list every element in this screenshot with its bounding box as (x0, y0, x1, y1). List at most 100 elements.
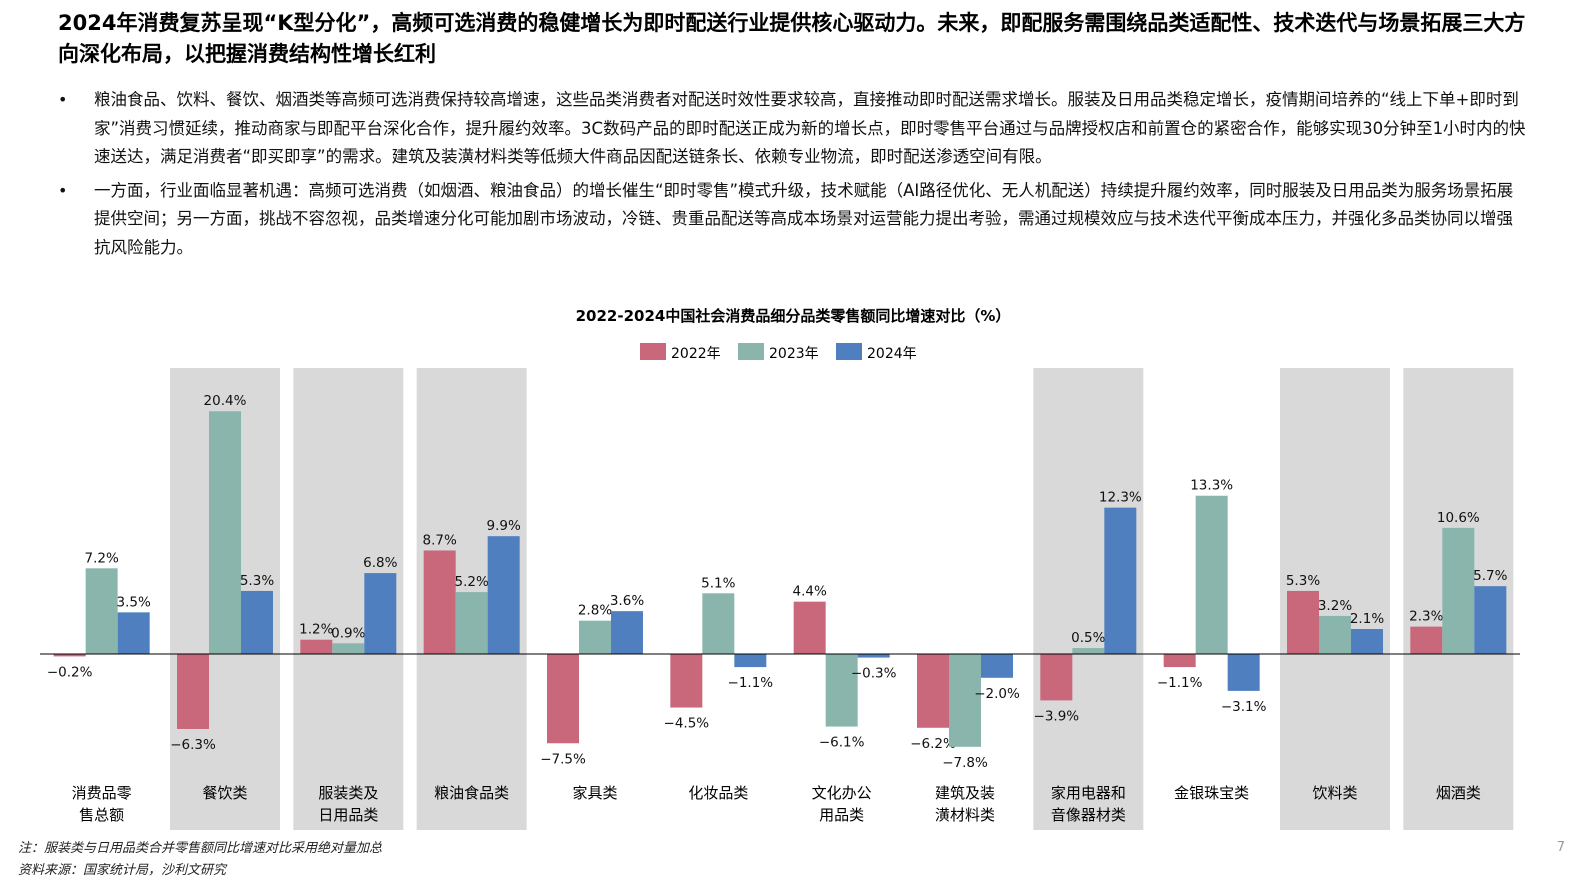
source-text: 资料来源：国家统计局，沙利文研究 (18, 863, 227, 878)
data-label-4-2: 3.6% (610, 593, 644, 609)
bar-5-1 (702, 593, 735, 654)
category-label-2: 日用品类 (318, 806, 378, 824)
data-label-10-2: 2.1% (1350, 611, 1384, 627)
bar-4-0 (547, 654, 579, 744)
data-label-10-0: 5.3% (1286, 573, 1320, 589)
data-label-11-2: 5.7% (1473, 568, 1507, 584)
chart-title: 2022-2024中国社会消费品细分品类零售额同比增速对比（%） (576, 307, 1011, 325)
bar-0-1 (85, 568, 118, 654)
data-label-0-2: 3.5% (117, 594, 151, 610)
category-label-10: 饮料类 (1312, 784, 1357, 802)
data-label-3-0: 8.7% (423, 532, 457, 548)
bar-0-2 (117, 612, 150, 654)
category-label-9: 金银珠宝类 (1174, 784, 1249, 802)
bar-7-2 (981, 654, 1013, 678)
data-label-2-1: 0.9% (331, 625, 365, 641)
footnotes: 注：服装类与日用品类合并零售额同比增速对比采用绝对量加总 资料来源：国家统计局，… (18, 838, 382, 882)
category-label-0: 售总额 (79, 806, 124, 824)
data-label-7-2: −2.0% (974, 686, 1020, 702)
data-label-0-0: −0.2% (47, 664, 93, 680)
data-label-0-1: 7.2% (85, 550, 119, 566)
bar-0-0 (53, 654, 86, 657)
category-label-2: 服装类及 (318, 784, 378, 802)
category-label-3: 粮油食品类 (434, 784, 509, 802)
bar-6-1 (825, 654, 858, 727)
data-label-5-1: 5.1% (701, 575, 735, 591)
bar-2-0 (300, 639, 333, 654)
bar-11-0 (1410, 626, 1443, 654)
bullet-marker: • (58, 90, 68, 109)
category-label-4: 家具类 (572, 784, 617, 802)
bar-6-2 (857, 654, 890, 658)
data-label-6-2: −0.3% (851, 666, 897, 682)
data-label-6-0: 4.4% (793, 584, 827, 600)
data-label-3-1: 5.2% (455, 574, 489, 590)
data-label-1-1: 20.4% (204, 393, 247, 409)
bar-10-1 (1319, 615, 1351, 654)
category-label-6: 文化办公 (812, 784, 872, 802)
data-label-6-1: −6.1% (819, 735, 865, 751)
category-label-5: 化妆品类 (688, 784, 748, 802)
bar-1-0 (177, 654, 209, 729)
bar-9-2 (1227, 654, 1260, 691)
data-label-7-0: −6.2% (910, 736, 956, 752)
category-label-0: 消费品零 (72, 784, 132, 802)
bar-chart: 2022-2024中国社会消费品细分品类零售额同比增速对比（%） 2022年 202… (40, 307, 1520, 830)
legend-swatch-0 (640, 343, 666, 360)
bar-10-2 (1351, 629, 1383, 654)
data-label-9-1: 13.3% (1190, 478, 1233, 494)
chart-container: 2022-2024中国社会消费品细分品类零售额同比增速对比（%） 2022年 202… (0, 296, 1587, 841)
data-label-1-2: 5.3% (240, 573, 274, 589)
bar-1-1 (209, 411, 241, 654)
data-label-1-0: −6.3% (170, 737, 216, 753)
data-label-2-0: 1.2% (299, 622, 333, 638)
category-label-6: 用品类 (819, 806, 864, 824)
bar-9-1 (1195, 495, 1228, 654)
page-headline: 2024年消费复苏呈现“K型分化”，高频可选消费的稳健增长为即时配送行业提供核心… (58, 11, 1526, 66)
legend-swatch-1 (738, 343, 764, 360)
data-label-11-0: 2.3% (1409, 609, 1443, 625)
data-label-8-1: 0.5% (1071, 630, 1105, 646)
bar-3-0 (423, 550, 456, 654)
data-label-9-2: −3.1% (1221, 699, 1267, 715)
bar-3-1 (455, 592, 488, 654)
legend-label-0: 2022年 (671, 346, 721, 362)
bar-11-1 (1442, 527, 1475, 654)
page-number: 7 (1556, 840, 1565, 855)
bar-4-2 (611, 611, 643, 654)
data-label-10-1: 3.2% (1318, 598, 1352, 614)
bar-1-2 (241, 590, 273, 654)
category-label-11: 烟酒类 (1436, 784, 1481, 802)
data-label-8-2: 12.3% (1099, 490, 1142, 506)
legend-label-1: 2023年 (769, 346, 819, 362)
data-label-11-1: 10.6% (1437, 510, 1480, 526)
bullet-text: 粮油食品、饮料、餐饮、烟酒类等高频可选消费保持较高增速，这些品类消费者对配送时效… (94, 90, 1526, 166)
data-label-8-0: −3.9% (1034, 708, 1080, 724)
category-label-7: 潢材料类 (935, 806, 995, 824)
data-label-2-2: 6.8% (363, 555, 397, 571)
bullet-marker: • (58, 180, 68, 200)
footnote-text: 注：服装类与日用品类合并零售额同比增速对比采用绝对量加总 (18, 841, 383, 856)
bar-2-1 (332, 643, 365, 654)
category-label-8: 音像器材类 (1051, 806, 1126, 824)
bar-11-2 (1474, 586, 1507, 654)
bar-4-1 (579, 620, 611, 654)
legend-swatch-2 (836, 343, 862, 360)
data-label-4-1: 2.8% (578, 603, 612, 619)
data-label-7-1: −7.8% (942, 755, 988, 771)
category-label-8: 家用电器和 (1051, 784, 1126, 802)
data-label-5-2: −1.1% (728, 675, 774, 691)
data-label-3-2: 9.9% (487, 518, 521, 534)
bullet-item: • 粮油食品、饮料、餐饮、烟酒类等高频可选消费保持较高增速，这些品类消费者对配送… (58, 86, 1528, 172)
bar-6-0 (793, 601, 826, 654)
legend-label-2: 2024年 (867, 346, 917, 362)
bar-7-1 (949, 654, 981, 747)
data-label-9-0: −1.1% (1157, 675, 1203, 691)
bullet-list: • 粮油食品、饮料、餐饮、烟酒类等高频可选消费保持较高增速，这些品类消费者对配送… (58, 86, 1528, 267)
bullet-item: • 一方面，行业面临显著机遇：高频可选消费（如烟酒、粮油食品）的增长催生“即时零… (58, 177, 1528, 263)
bar-2-2 (364, 573, 397, 654)
bar-5-2 (734, 654, 767, 668)
data-label-5-0: −4.5% (664, 716, 710, 732)
bar-5-0 (670, 654, 703, 708)
category-label-1: 餐饮类 (202, 784, 247, 802)
